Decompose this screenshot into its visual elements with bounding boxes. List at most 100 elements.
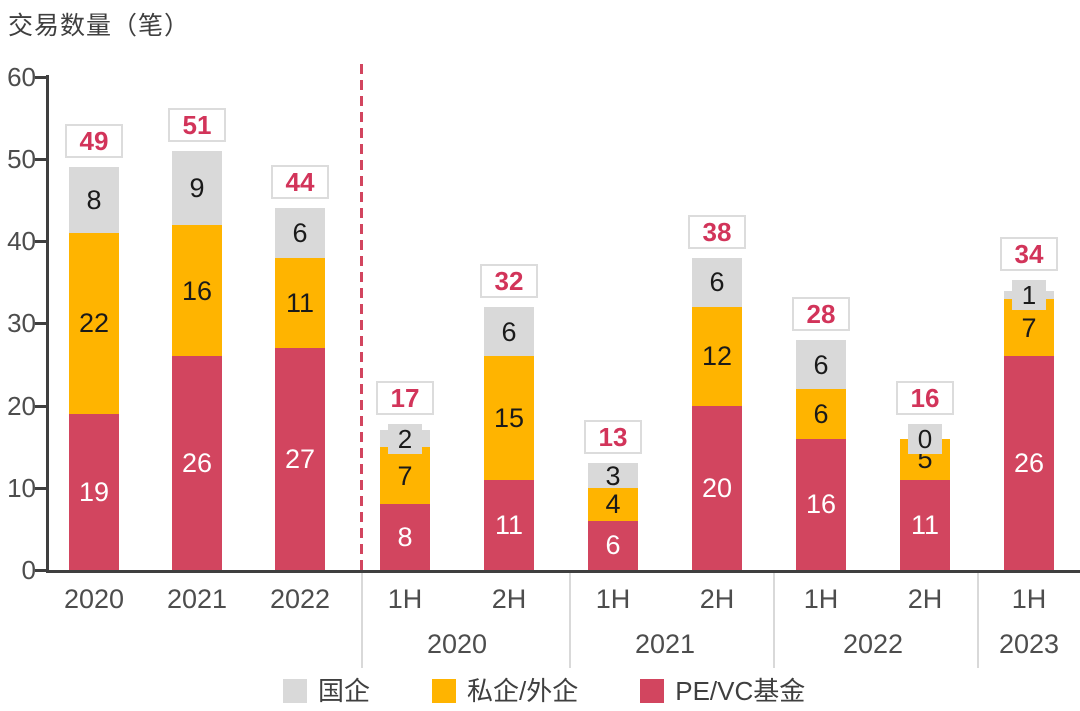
bar-2021-soe-value: 9 (189, 172, 205, 203)
y-tick-mark (35, 75, 47, 79)
bar-2023-1H-segment-pevc (1004, 356, 1054, 570)
bar-2023-1H-private-value: 7 (1021, 312, 1037, 343)
bar-2020-2H-pevc-value: 11 (494, 509, 524, 540)
y-tick-mark (35, 404, 47, 408)
group-label-2023: 2023 (998, 629, 1060, 659)
bar-2022-1H-soe-value: 6 (813, 349, 829, 380)
group-separator (361, 573, 363, 668)
bar-2022-private-value: 11 (285, 287, 315, 318)
bar-2020-1H-soe-value-badge: 2 (388, 423, 422, 454)
bar-2022-pevc-value: 27 (284, 444, 316, 475)
bar-2020-1H-private-value: 7 (397, 460, 413, 491)
bar-2020-segment-pevc (69, 413, 119, 570)
y-tick-mark (35, 322, 47, 326)
bar-2022-2H-pevc-value: 11 (910, 509, 940, 540)
soe-swatch-icon (283, 679, 307, 703)
y-tick-mark (35, 240, 47, 244)
bar-2022-segment-soe (275, 208, 325, 258)
bar-2021-segment-soe (172, 150, 222, 225)
bar-2021-2H-pevc-value: 20 (701, 472, 733, 503)
bar-2020-total-badge: 49 (65, 124, 123, 159)
group-label-2022: 2022 (842, 629, 904, 659)
group-separator (773, 573, 775, 668)
legend-label-pevc: PE/VC基金 (675, 676, 806, 706)
bar-2021-1H-segment-pevc (588, 520, 638, 570)
bar-2022-2H-soe-value-badge: 0 (908, 423, 942, 454)
y-tick-label: 40 (7, 226, 36, 257)
bar-2021-1H-total-badge: 13 (584, 420, 642, 455)
bar-2021-total-badge: 51 (168, 107, 226, 142)
bar-2021-private-value: 16 (181, 275, 213, 306)
y-tick-mark (35, 569, 47, 572)
bar-2020-2H-private-value: 15 (493, 402, 525, 433)
bar-2020-private-value: 22 (78, 308, 110, 339)
y-tick-label: 30 (7, 308, 36, 339)
bar-2022-2H-segment-pevc (900, 479, 950, 570)
bar-2020-segment-private (69, 233, 119, 414)
bar-2021-segment-private (172, 224, 222, 357)
bar-2022-1H-private-value: 6 (813, 398, 829, 429)
bar-2022-segment-private (275, 257, 325, 349)
bar-2020-1H-segment-private (380, 446, 430, 505)
bar-2021-1H-soe-value: 3 (605, 460, 621, 491)
bar-2022-1H-segment-soe (796, 339, 846, 390)
legend: 国企 私企/外企 PE/VC基金 (283, 678, 805, 704)
bar-2021-2H-segment-pevc (692, 405, 742, 570)
x-label-2021-2H: 2H (699, 584, 735, 614)
bar-2020-segment-soe (69, 167, 119, 234)
legend-label-private: 私企/外企 (467, 676, 579, 706)
bar-2021-segment-pevc (172, 356, 222, 570)
x-label-2023-1H: 1H (1011, 584, 1047, 614)
x-label-2021: 2021 (166, 584, 228, 614)
bar-2022-1H-pevc-value: 16 (805, 489, 837, 520)
y-tick-mark (35, 158, 47, 162)
bar-2022-total-badge: 44 (271, 165, 329, 200)
bar-2021-2H-total-badge: 38 (688, 214, 746, 249)
bar-2020-soe-value: 8 (86, 185, 102, 216)
annual-halfyear-divider-dashed-line (360, 64, 363, 570)
bar-2021-2H-private-value: 12 (701, 341, 733, 372)
bar-2020-pevc-value: 19 (78, 476, 110, 507)
bar-2023-1H-pevc-value: 26 (1013, 448, 1045, 479)
legend-label-soe: 国企 (318, 676, 371, 706)
legend-item-soe: 国企 (283, 678, 370, 704)
pevc-swatch-icon (640, 679, 665, 703)
group-separator (569, 573, 571, 668)
y-tick-label: 0 (21, 555, 36, 585)
bar-2020-2H-segment-private (484, 356, 534, 480)
y-tick-label: 20 (7, 390, 36, 421)
chart-title: 交易数量（笔） (8, 12, 191, 40)
y-tick-label: 60 (7, 61, 36, 92)
x-label-2020: 2020 (63, 584, 125, 614)
bar-2020-1H-pevc-value: 8 (397, 522, 413, 553)
bar-2020-2H-segment-soe (484, 307, 534, 357)
x-label-2022: 2022 (269, 584, 331, 614)
bar-2021-2H-segment-soe (692, 257, 742, 308)
bar-2022-1H-segment-private (796, 389, 846, 439)
y-tick-label: 10 (7, 472, 36, 503)
bar-2021-pevc-value: 26 (181, 448, 213, 479)
bar-2020-2H-total-badge: 32 (480, 264, 538, 299)
group-label-2020: 2020 (426, 629, 488, 659)
bar-2023-1H-total-badge: 34 (1000, 236, 1058, 271)
private-swatch-icon (432, 679, 457, 703)
bar-2022-soe-value: 6 (292, 218, 308, 249)
bar-2020-2H-segment-pevc (484, 479, 534, 570)
bar-2021-1H-private-value: 4 (605, 489, 621, 520)
group-separator (977, 573, 979, 668)
x-label-2021-1H: 1H (595, 584, 631, 614)
y-axis-line (46, 74, 49, 573)
bar-2022-1H-total-badge: 28 (792, 296, 850, 331)
bar-2020-1H-total-badge: 17 (376, 380, 434, 415)
x-label-2022-1H: 1H (803, 584, 839, 614)
x-label-2022-2H: 2H (907, 584, 943, 614)
x-label-2020-2H: 2H (491, 584, 527, 614)
group-label-2021: 2021 (634, 629, 696, 659)
bar-2020-1H-segment-pevc (380, 504, 430, 570)
bar-2022-1H-segment-pevc (796, 438, 846, 570)
x-label-2020-1H: 1H (387, 584, 423, 614)
bar-2021-1H-segment-private (588, 487, 638, 521)
x-axis-line (46, 570, 1080, 573)
